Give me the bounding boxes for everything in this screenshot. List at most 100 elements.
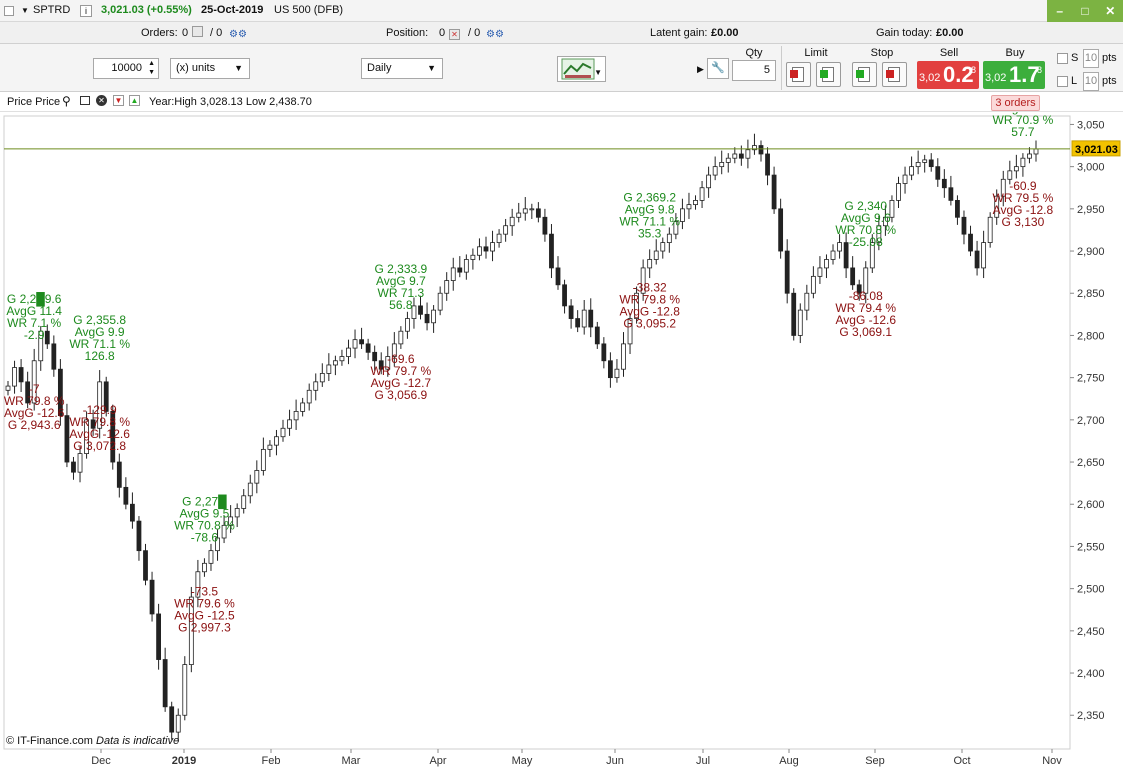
- stop-loss-points-input[interactable]: 10: [1083, 49, 1099, 68]
- candle-body: [57, 368, 63, 417]
- position-total: / 0: [468, 27, 481, 39]
- edit-indicator-icon[interactable]: ⚲: [62, 94, 71, 108]
- candle-body: [660, 242, 666, 252]
- quantity-stepper-icon[interactable]: ▲ ▼: [148, 60, 155, 76]
- gain-today-label: Gain today:: [876, 27, 933, 39]
- candle-body: [830, 250, 836, 260]
- orders-cancel-icon[interactable]: [190, 26, 205, 38]
- candle-body: [640, 267, 646, 294]
- wrench-icon[interactable]: 🔧: [707, 58, 729, 79]
- candle-body: [981, 242, 987, 269]
- limit-check-label: L: [1071, 75, 1078, 87]
- trade-annotation-text: AvgG -12.6: [836, 313, 897, 327]
- trade-annotation-text: WR 71.1 %: [69, 337, 130, 351]
- candle-body: [418, 305, 423, 315]
- candle-body: [188, 596, 194, 665]
- qty-header: Qty: [745, 47, 763, 59]
- buy-price-fraction: 8: [1037, 65, 1043, 75]
- candle-body: [84, 419, 89, 454]
- trade-annotation-text: -69.6: [387, 352, 415, 366]
- stop-loss-pts-label: pts: [1102, 52, 1117, 64]
- trade-annotation-text: -60.9: [1009, 179, 1037, 193]
- stop-sell-button[interactable]: [852, 62, 877, 87]
- stop-loss-checkbox[interactable]: [1057, 53, 1068, 64]
- candle-body: [509, 216, 515, 227]
- orders-badge[interactable]: 3 orders: [991, 95, 1040, 111]
- symbol-dropdown-icon[interactable]: ▼: [21, 6, 29, 15]
- candle-body: [143, 550, 148, 581]
- trade-annotation-text: WR 79.7 %: [371, 364, 432, 378]
- candle-body: [915, 162, 921, 168]
- trade-annotation-text: AvgG 9.8: [998, 112, 1048, 115]
- candle-body: [555, 267, 561, 286]
- candle-body: [208, 550, 214, 564]
- collapse-arrow-icon[interactable]: ▶: [697, 64, 704, 74]
- candle-body: [686, 204, 692, 210]
- candle-body: [215, 537, 220, 552]
- position-settings-icon[interactable]: ⚙⚙: [486, 29, 504, 40]
- position-close-icon[interactable]: ✕: [447, 26, 462, 40]
- candle-body: [883, 216, 888, 227]
- candle-body: [607, 360, 613, 379]
- trade-annotation-text: AvgG 9.8: [625, 202, 675, 216]
- trade-annotation-text: -25.08: [849, 235, 883, 249]
- orders-label: Orders:: [141, 27, 178, 39]
- current-price: 3,021.03 (+0.55%): [101, 4, 192, 16]
- strategy-button[interactable]: ▼: [557, 56, 606, 82]
- candle-body: [110, 410, 116, 463]
- copyright: © IT-Finance.com: [6, 735, 93, 747]
- minimize-icon[interactable]: –: [1056, 4, 1063, 18]
- units-value: (x) units: [176, 62, 216, 74]
- candle-body: [31, 360, 37, 404]
- close-icon[interactable]: ✕: [1105, 4, 1116, 18]
- symbol-name[interactable]: SPTRD: [33, 4, 71, 16]
- x-tick-label: Jun: [606, 755, 624, 767]
- candle-body: [765, 153, 770, 176]
- buy-button[interactable]: 3,02 1.7 8: [983, 61, 1045, 89]
- sell-header: Sell: [939, 47, 959, 59]
- limit-checkbox[interactable]: [1057, 76, 1068, 87]
- limit-sell-button[interactable]: [816, 62, 841, 87]
- trade-annotation-text: 57.7: [1011, 125, 1035, 139]
- candle-body: [994, 195, 1000, 218]
- candle-body: [431, 309, 437, 324]
- maximize-icon[interactable]: □: [1081, 4, 1089, 18]
- window-copy-icon[interactable]: [80, 96, 90, 105]
- qty-input[interactable]: 5: [732, 60, 776, 81]
- units-select[interactable]: (x) units ▼: [170, 58, 250, 79]
- candle-body: [280, 427, 286, 438]
- latent-gain-label: Latent gain:: [650, 27, 708, 39]
- candle-body: [103, 381, 109, 412]
- candle-body: [5, 385, 11, 391]
- stop-buy-button[interactable]: [882, 62, 907, 87]
- remove-indicator-icon[interactable]: ✕: [96, 95, 107, 106]
- orders-settings-icon[interactable]: ⚙⚙: [229, 29, 247, 40]
- info-icon[interactable]: i: [80, 5, 92, 17]
- candle-body: [503, 225, 509, 235]
- move-down-icon[interactable]: ▼: [113, 95, 124, 106]
- candle-body: [234, 508, 240, 518]
- timeframe-select[interactable]: Daily ▼: [361, 58, 443, 79]
- sell-button[interactable]: 3,02 0.2 8: [917, 61, 979, 89]
- candle-body: [156, 613, 161, 660]
- candle-body: [706, 174, 712, 189]
- move-up-icon[interactable]: ▲: [129, 95, 140, 106]
- latent-gain-value: £0.00: [711, 27, 739, 39]
- candle-body: [97, 381, 103, 429]
- strategy-chart-icon: [561, 58, 595, 80]
- window-controls: – □ ✕: [1047, 0, 1123, 22]
- limit-buy-button[interactable]: [786, 62, 811, 87]
- quantity-input[interactable]: 10000 ▲ ▼: [93, 58, 159, 79]
- trade-annotation-text: G 2,340: [844, 199, 887, 213]
- candle-body: [437, 292, 443, 311]
- candle-body: [123, 486, 129, 505]
- candle-body: [169, 706, 175, 733]
- candle-body: [64, 415, 70, 463]
- candle-body: [385, 356, 391, 370]
- y-tick-label: 2,900: [1077, 246, 1105, 258]
- candle-body: [136, 520, 142, 552]
- candle-body: [666, 233, 672, 244]
- limit-points-input[interactable]: 10: [1083, 72, 1099, 91]
